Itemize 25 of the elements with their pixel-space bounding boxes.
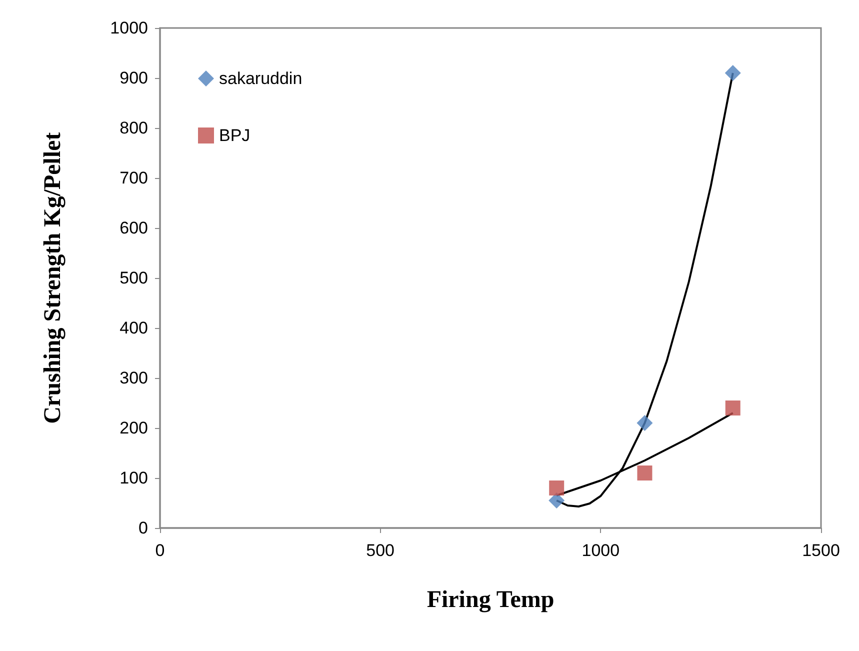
- point: [725, 400, 740, 416]
- y-tick-label: 700: [120, 168, 148, 188]
- y-tick-label: 100: [120, 468, 148, 488]
- y-tick-label: 900: [120, 68, 148, 88]
- x-tick-label: 0: [155, 541, 165, 560]
- y-axis-title: Crushing Strength Kg/Pellet: [40, 132, 66, 424]
- x-axis-title: Firing Temp: [426, 587, 554, 613]
- y-tick-label: 1000: [110, 18, 148, 38]
- y-tick-label: 300: [120, 368, 148, 388]
- point: [549, 480, 564, 496]
- y-tick-label: 0: [138, 518, 148, 538]
- x-tick-label: 1500: [802, 541, 840, 560]
- legend-label: BPJ: [219, 126, 250, 145]
- y-tick-label: 200: [120, 418, 148, 438]
- point: [548, 492, 565, 508]
- x-tick-label: 500: [366, 541, 395, 560]
- y-tick-label: 500: [120, 268, 148, 288]
- point: [724, 65, 741, 81]
- point: [636, 415, 653, 431]
- y-tick-label: 400: [120, 318, 148, 338]
- y-tick-label: 800: [120, 118, 148, 138]
- y-tick-label: 600: [120, 218, 148, 238]
- x-tick-label: 1000: [582, 541, 620, 560]
- point: [637, 466, 652, 480]
- legend-label: sakaruddin: [219, 69, 302, 88]
